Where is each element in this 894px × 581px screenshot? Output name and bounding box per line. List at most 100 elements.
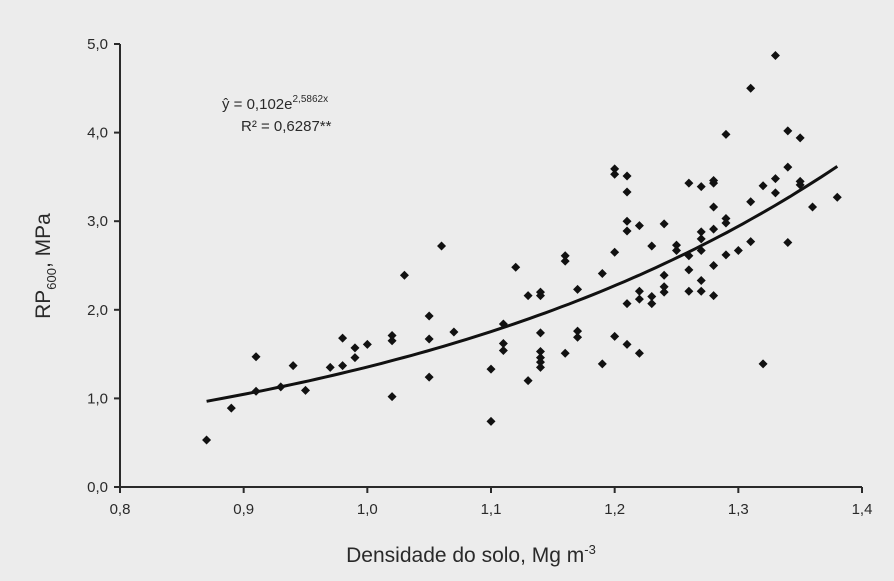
scatter-point: [622, 339, 632, 349]
y-tick-label: 0,0: [87, 479, 108, 496]
scatter-point: [659, 282, 669, 292]
scatter-point: [709, 261, 719, 270]
scatter-point: [795, 133, 805, 143]
y-tick-label: 2,0: [87, 302, 108, 319]
y-tick-label: 5,0: [87, 36, 108, 53]
scatter-point: [362, 339, 372, 349]
scatter-point: [276, 382, 286, 392]
y-tick-label: 3,0: [87, 213, 108, 230]
scatter-point: [325, 362, 335, 372]
scatter-point: [808, 202, 818, 212]
scatter-point: [709, 178, 719, 188]
scatter-point: [684, 286, 694, 296]
scatter-point: [498, 319, 508, 329]
scatter-point: [535, 362, 545, 372]
scatter-point: [709, 224, 719, 234]
scatter-point: [721, 218, 731, 228]
y-axis-title-sub: 600: [44, 268, 59, 290]
x-tick-label: 1,3: [728, 501, 749, 518]
scatter-point: [721, 250, 731, 260]
scatter-point: [511, 262, 521, 272]
scatter-point: [783, 162, 793, 172]
scatter-point: [622, 187, 632, 197]
scatter-point: [288, 361, 298, 371]
scatter-point: [684, 251, 694, 261]
scatter-point: [696, 182, 706, 192]
scatter-point: [523, 291, 533, 301]
scatter-point: [746, 83, 756, 93]
scatter-point: [226, 403, 236, 413]
x-axis-title-main: Densidade do solo, Mg m: [346, 544, 584, 567]
scatter-point: [498, 338, 508, 348]
scatter-point: [338, 361, 348, 371]
y-tick-label: 1,0: [87, 390, 108, 407]
scatter-point: [437, 241, 447, 251]
y-axis-ticks: 0,0 1,0 2,0 3,0 4,0 5,0: [87, 36, 120, 496]
scatter-point: [610, 164, 620, 174]
scatter-point: [659, 219, 669, 229]
x-axis-title-sup: -3: [584, 542, 596, 557]
scatter-point: [696, 276, 706, 286]
scatter-point: [573, 284, 583, 294]
scatter-point: [202, 435, 212, 445]
x-tick-label: 1,0: [357, 501, 378, 518]
scatter-point: [684, 178, 694, 188]
scatter-point: [709, 291, 719, 301]
scatter-point: [597, 268, 607, 278]
scatter-point: [832, 192, 842, 202]
scatter-point: [672, 240, 681, 250]
scatter-point: [783, 237, 793, 247]
scatter-point: [634, 348, 644, 358]
equation-annotation: ŷ = 0,102e2,5862x: [222, 94, 328, 113]
y-tick-label: 4,0: [87, 125, 108, 142]
scatter-point: [301, 385, 310, 395]
scatter-point: [387, 330, 397, 340]
x-tick-label: 1,1: [481, 501, 502, 518]
x-tick-label: 1,2: [604, 501, 625, 518]
scatter-point: [523, 376, 533, 386]
scatter-point: [610, 169, 620, 179]
scatter-point: [387, 336, 397, 346]
scatter-point: [535, 346, 545, 356]
scatter-point: [746, 237, 756, 247]
scatter-point: [696, 286, 706, 296]
scatter-point: [251, 352, 261, 362]
scatter-point: [758, 359, 768, 369]
scatter-point: [709, 202, 719, 212]
scatter-point: [350, 353, 360, 363]
scatter-point: [560, 348, 570, 358]
scatter-point: [424, 334, 434, 344]
scatter-point: [486, 416, 496, 426]
scatter-point: [634, 294, 644, 304]
y-axis-title-rest: , MPa: [32, 213, 55, 268]
x-axis-ticks: 0,8 0,9 1,0 1,1 1,2 1,3 1,4: [110, 487, 873, 518]
scatter-point: [610, 331, 620, 341]
scatter-point: [634, 221, 644, 231]
scatter-point: [424, 372, 434, 382]
x-tick-label: 0,9: [233, 501, 254, 518]
scatter-point: [535, 357, 545, 367]
scatter-point: [399, 270, 409, 280]
scatter-point: [610, 247, 620, 257]
scatter-point: [622, 299, 632, 309]
scatter-point: [634, 286, 644, 296]
scatter-point: [647, 241, 657, 251]
equation-prefix: ŷ = 0,102e: [222, 96, 292, 113]
scatter-point: [535, 291, 545, 301]
scatter-point: [659, 287, 669, 297]
scatter-point: [783, 126, 793, 136]
scatter-points: [202, 51, 842, 445]
scatter-point: [733, 245, 743, 255]
scatter-point: [424, 311, 434, 321]
scatter-point: [449, 327, 459, 337]
scatter-point: [350, 343, 360, 353]
trendline: [206, 165, 839, 403]
scatter-point: [486, 364, 496, 374]
scatter-point: [758, 181, 768, 191]
y-axis-title: RP600, MPa: [32, 213, 59, 319]
scatter-point: [338, 333, 348, 343]
scatter-point: [746, 197, 756, 207]
r-squared-annotation: R² = 0,6287**: [241, 118, 332, 135]
x-tick-label: 1,4: [852, 501, 873, 518]
